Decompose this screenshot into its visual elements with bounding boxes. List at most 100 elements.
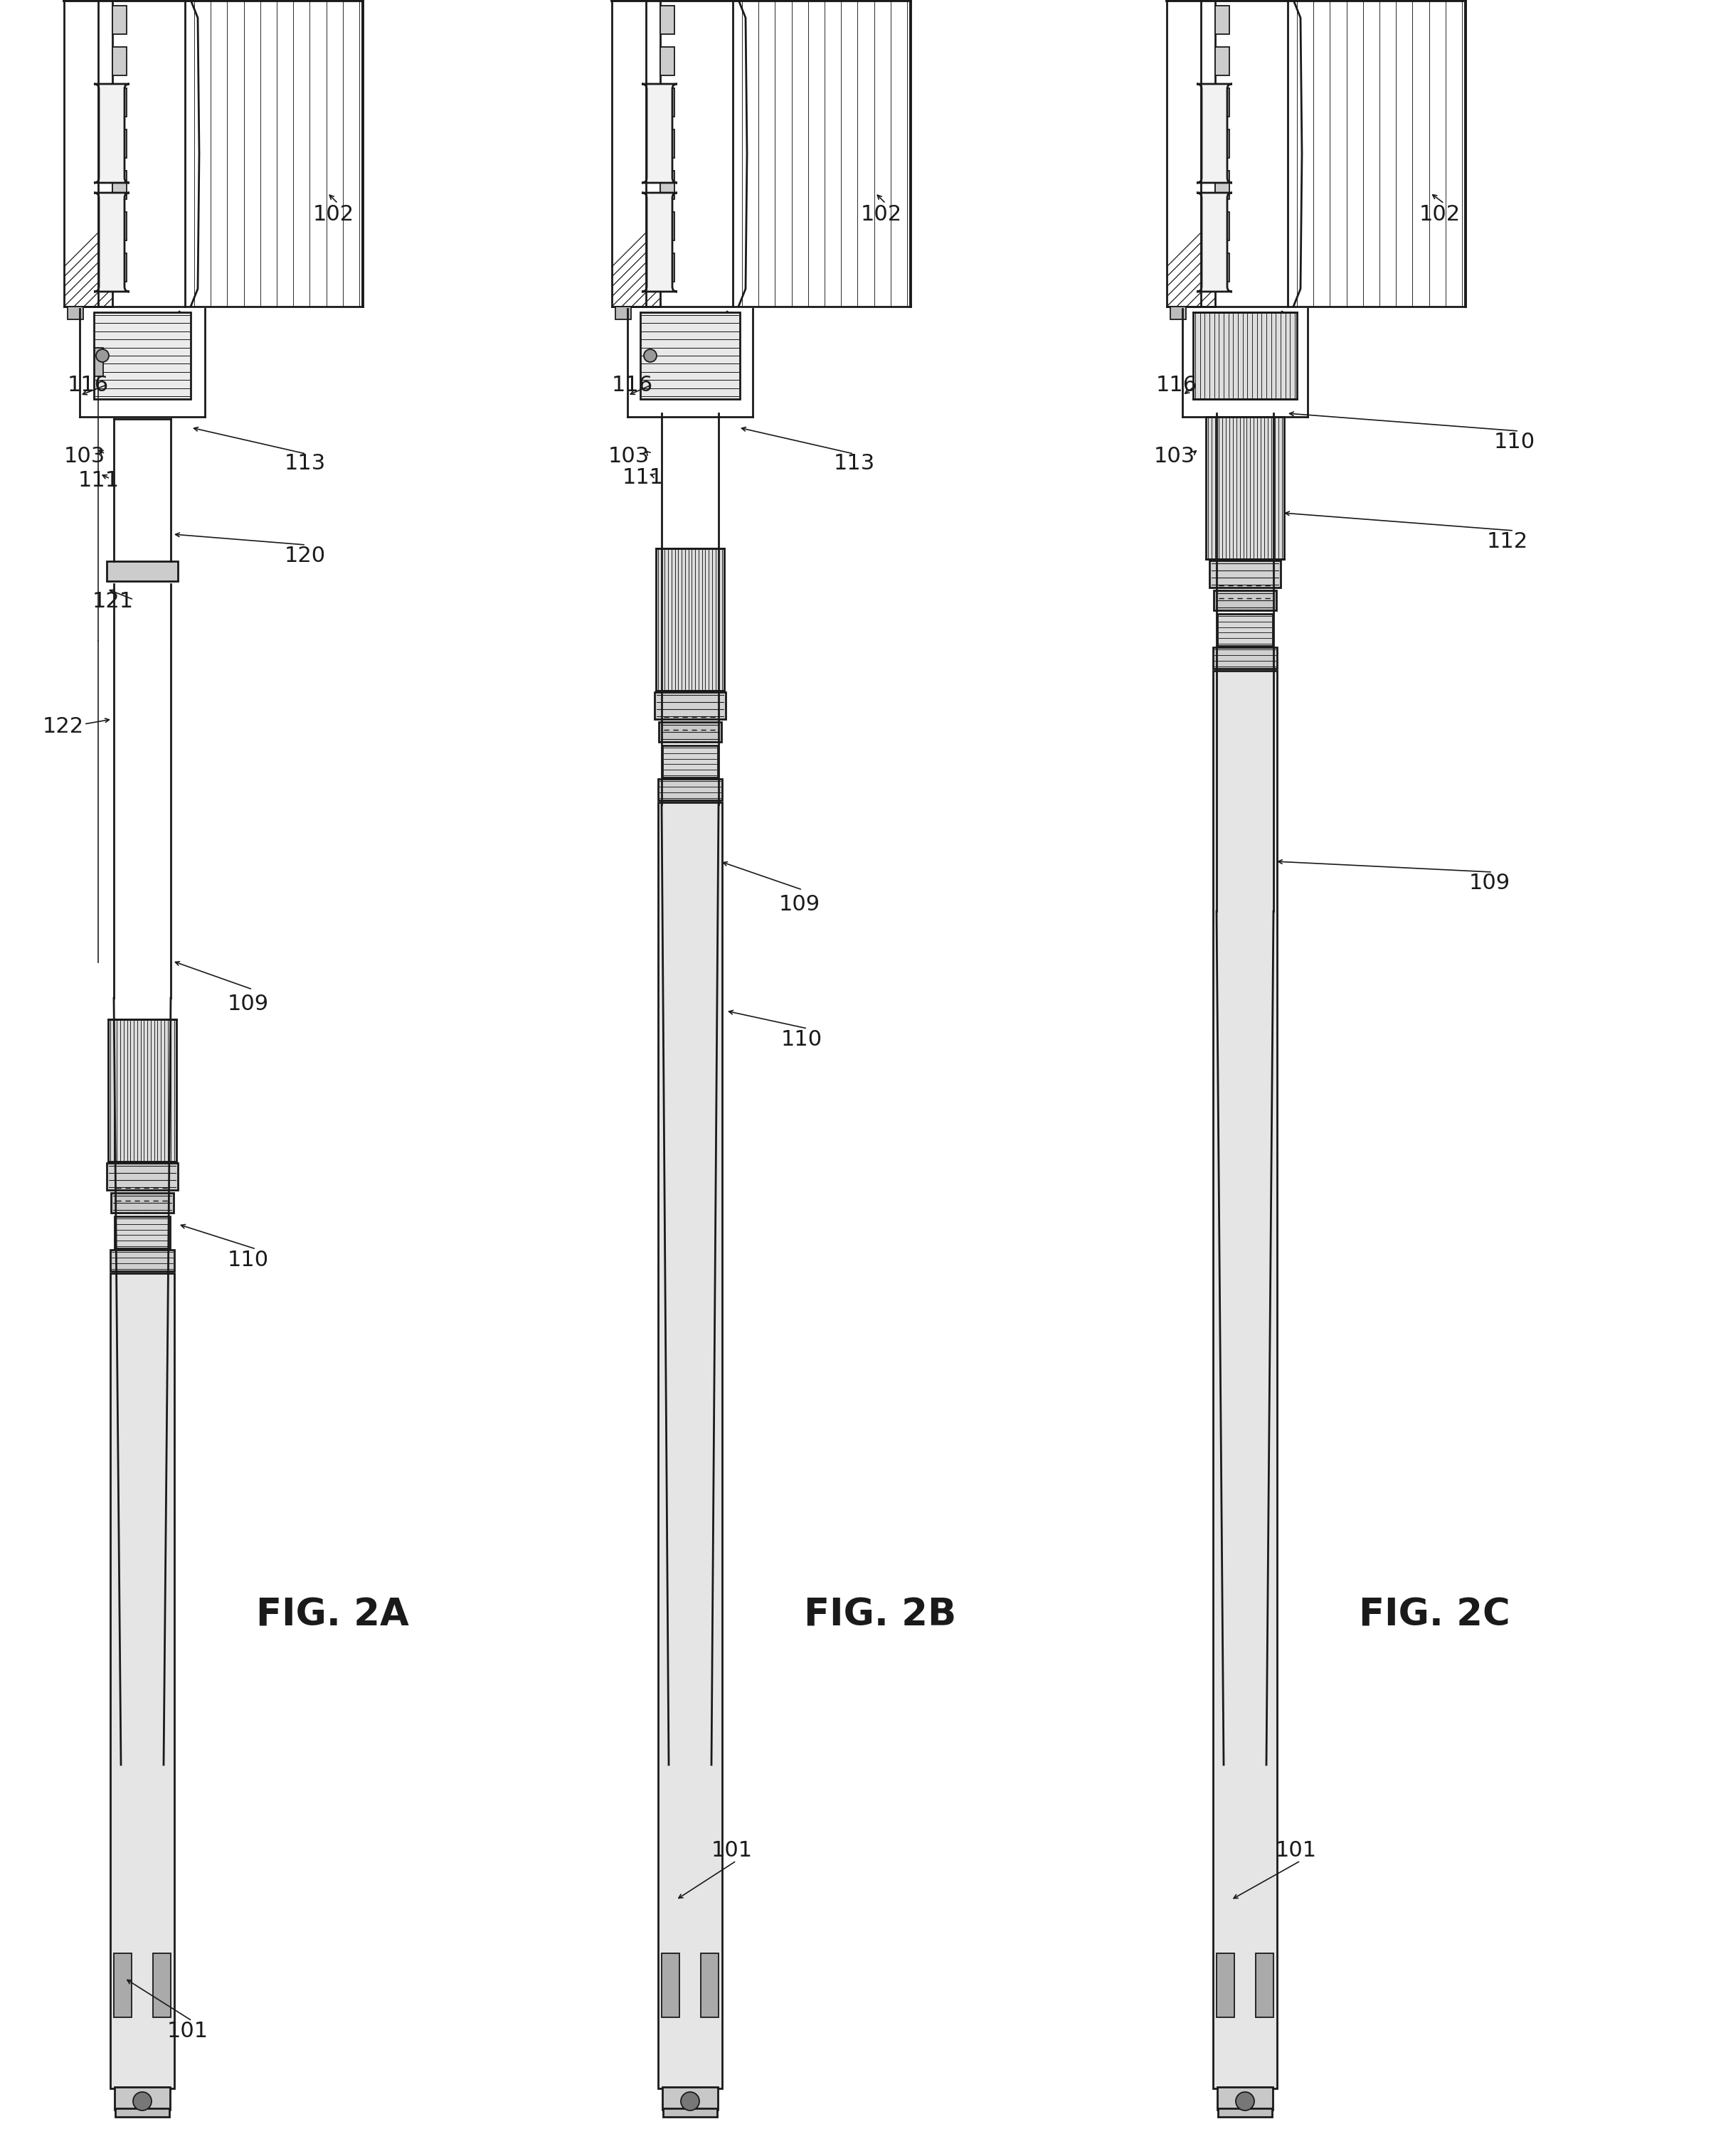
Bar <box>110 1250 175 1272</box>
Bar <box>1213 647 1276 668</box>
Bar <box>1215 47 1230 75</box>
Text: 116: 116 <box>613 375 654 395</box>
Circle shape <box>96 349 110 362</box>
Bar <box>1217 1953 1234 2018</box>
Text: 112: 112 <box>1487 530 1528 552</box>
Text: 101: 101 <box>712 1839 753 1861</box>
Bar <box>68 306 84 319</box>
Bar <box>662 746 719 778</box>
Bar <box>660 252 674 282</box>
Text: FIG. 2B: FIG. 2B <box>804 1598 956 1634</box>
Bar <box>1215 129 1230 157</box>
Circle shape <box>1235 2091 1254 2111</box>
Text: 121: 121 <box>92 591 133 612</box>
Bar <box>1167 0 1215 306</box>
Bar <box>152 1953 171 2018</box>
Text: 113: 113 <box>284 453 327 474</box>
Text: 120: 120 <box>284 545 325 565</box>
Text: 109: 109 <box>1470 873 1511 893</box>
Bar <box>115 1216 169 1248</box>
Text: 113: 113 <box>833 453 876 474</box>
Bar <box>659 722 722 742</box>
FancyBboxPatch shape <box>1196 192 1232 291</box>
Bar <box>660 129 674 157</box>
Text: 111: 111 <box>79 470 120 492</box>
Bar <box>660 6 674 34</box>
Bar <box>702 1953 719 2018</box>
FancyArrowPatch shape <box>1282 310 1294 323</box>
Bar <box>1256 1953 1273 2018</box>
Bar <box>113 211 127 241</box>
Text: 103: 103 <box>63 446 106 466</box>
Bar <box>113 88 127 116</box>
Circle shape <box>133 2091 152 2111</box>
Bar <box>110 1274 175 2089</box>
Bar <box>113 170 127 198</box>
Circle shape <box>643 349 657 362</box>
Bar <box>115 2087 169 2111</box>
Bar <box>113 6 127 34</box>
Bar <box>662 1953 679 2018</box>
Bar <box>616 306 631 319</box>
Bar <box>1167 0 1215 306</box>
Bar <box>1213 671 1276 2089</box>
Bar <box>94 347 103 377</box>
Text: 103: 103 <box>609 446 650 466</box>
Text: 116: 116 <box>68 375 110 395</box>
Bar <box>1206 416 1285 558</box>
Bar <box>1215 211 1230 241</box>
Bar <box>106 561 178 582</box>
Bar <box>94 313 190 399</box>
Bar <box>660 170 674 198</box>
Bar <box>662 2087 719 2111</box>
Bar <box>660 88 674 116</box>
FancyBboxPatch shape <box>94 84 130 183</box>
Text: FIG. 2A: FIG. 2A <box>257 1598 409 1634</box>
FancyBboxPatch shape <box>94 192 130 291</box>
Bar <box>106 1162 178 1190</box>
Bar <box>111 1192 173 1214</box>
Bar <box>660 47 674 75</box>
Text: 111: 111 <box>623 468 664 487</box>
Text: 116: 116 <box>1157 375 1198 395</box>
Bar <box>1193 313 1297 399</box>
Bar <box>113 252 127 282</box>
Bar <box>113 47 127 75</box>
Bar <box>613 0 660 306</box>
Text: 101: 101 <box>168 2020 209 2042</box>
Bar <box>1217 614 1273 647</box>
Bar <box>659 778 722 800</box>
Bar <box>613 0 660 306</box>
Text: 102: 102 <box>861 205 902 224</box>
Bar <box>113 129 127 157</box>
Text: FIG. 2C: FIG. 2C <box>1359 1598 1511 1634</box>
FancyBboxPatch shape <box>1196 84 1232 183</box>
Bar <box>63 0 113 306</box>
Text: 109: 109 <box>779 895 820 914</box>
Bar <box>655 548 724 690</box>
Bar <box>1215 88 1230 116</box>
Bar <box>1210 561 1280 589</box>
Circle shape <box>681 2091 700 2111</box>
Text: 110: 110 <box>1494 431 1535 453</box>
Bar <box>659 802 722 2089</box>
Text: 110: 110 <box>228 1250 269 1270</box>
Text: 102: 102 <box>1420 205 1461 224</box>
Bar <box>1215 252 1230 282</box>
FancyArrowPatch shape <box>180 310 190 323</box>
Bar <box>1215 6 1230 34</box>
Bar <box>664 2109 717 2117</box>
Bar <box>640 313 739 399</box>
FancyBboxPatch shape <box>642 192 678 291</box>
FancyBboxPatch shape <box>642 84 678 183</box>
Bar <box>1217 2087 1273 2111</box>
Bar <box>1213 591 1276 610</box>
Bar <box>1170 306 1186 319</box>
Text: 109: 109 <box>228 994 269 1013</box>
Text: 110: 110 <box>782 1028 823 1050</box>
Text: 122: 122 <box>43 716 84 737</box>
Text: 102: 102 <box>313 205 354 224</box>
Bar <box>660 211 674 241</box>
FancyArrowPatch shape <box>727 310 739 323</box>
Bar <box>1218 2109 1271 2117</box>
